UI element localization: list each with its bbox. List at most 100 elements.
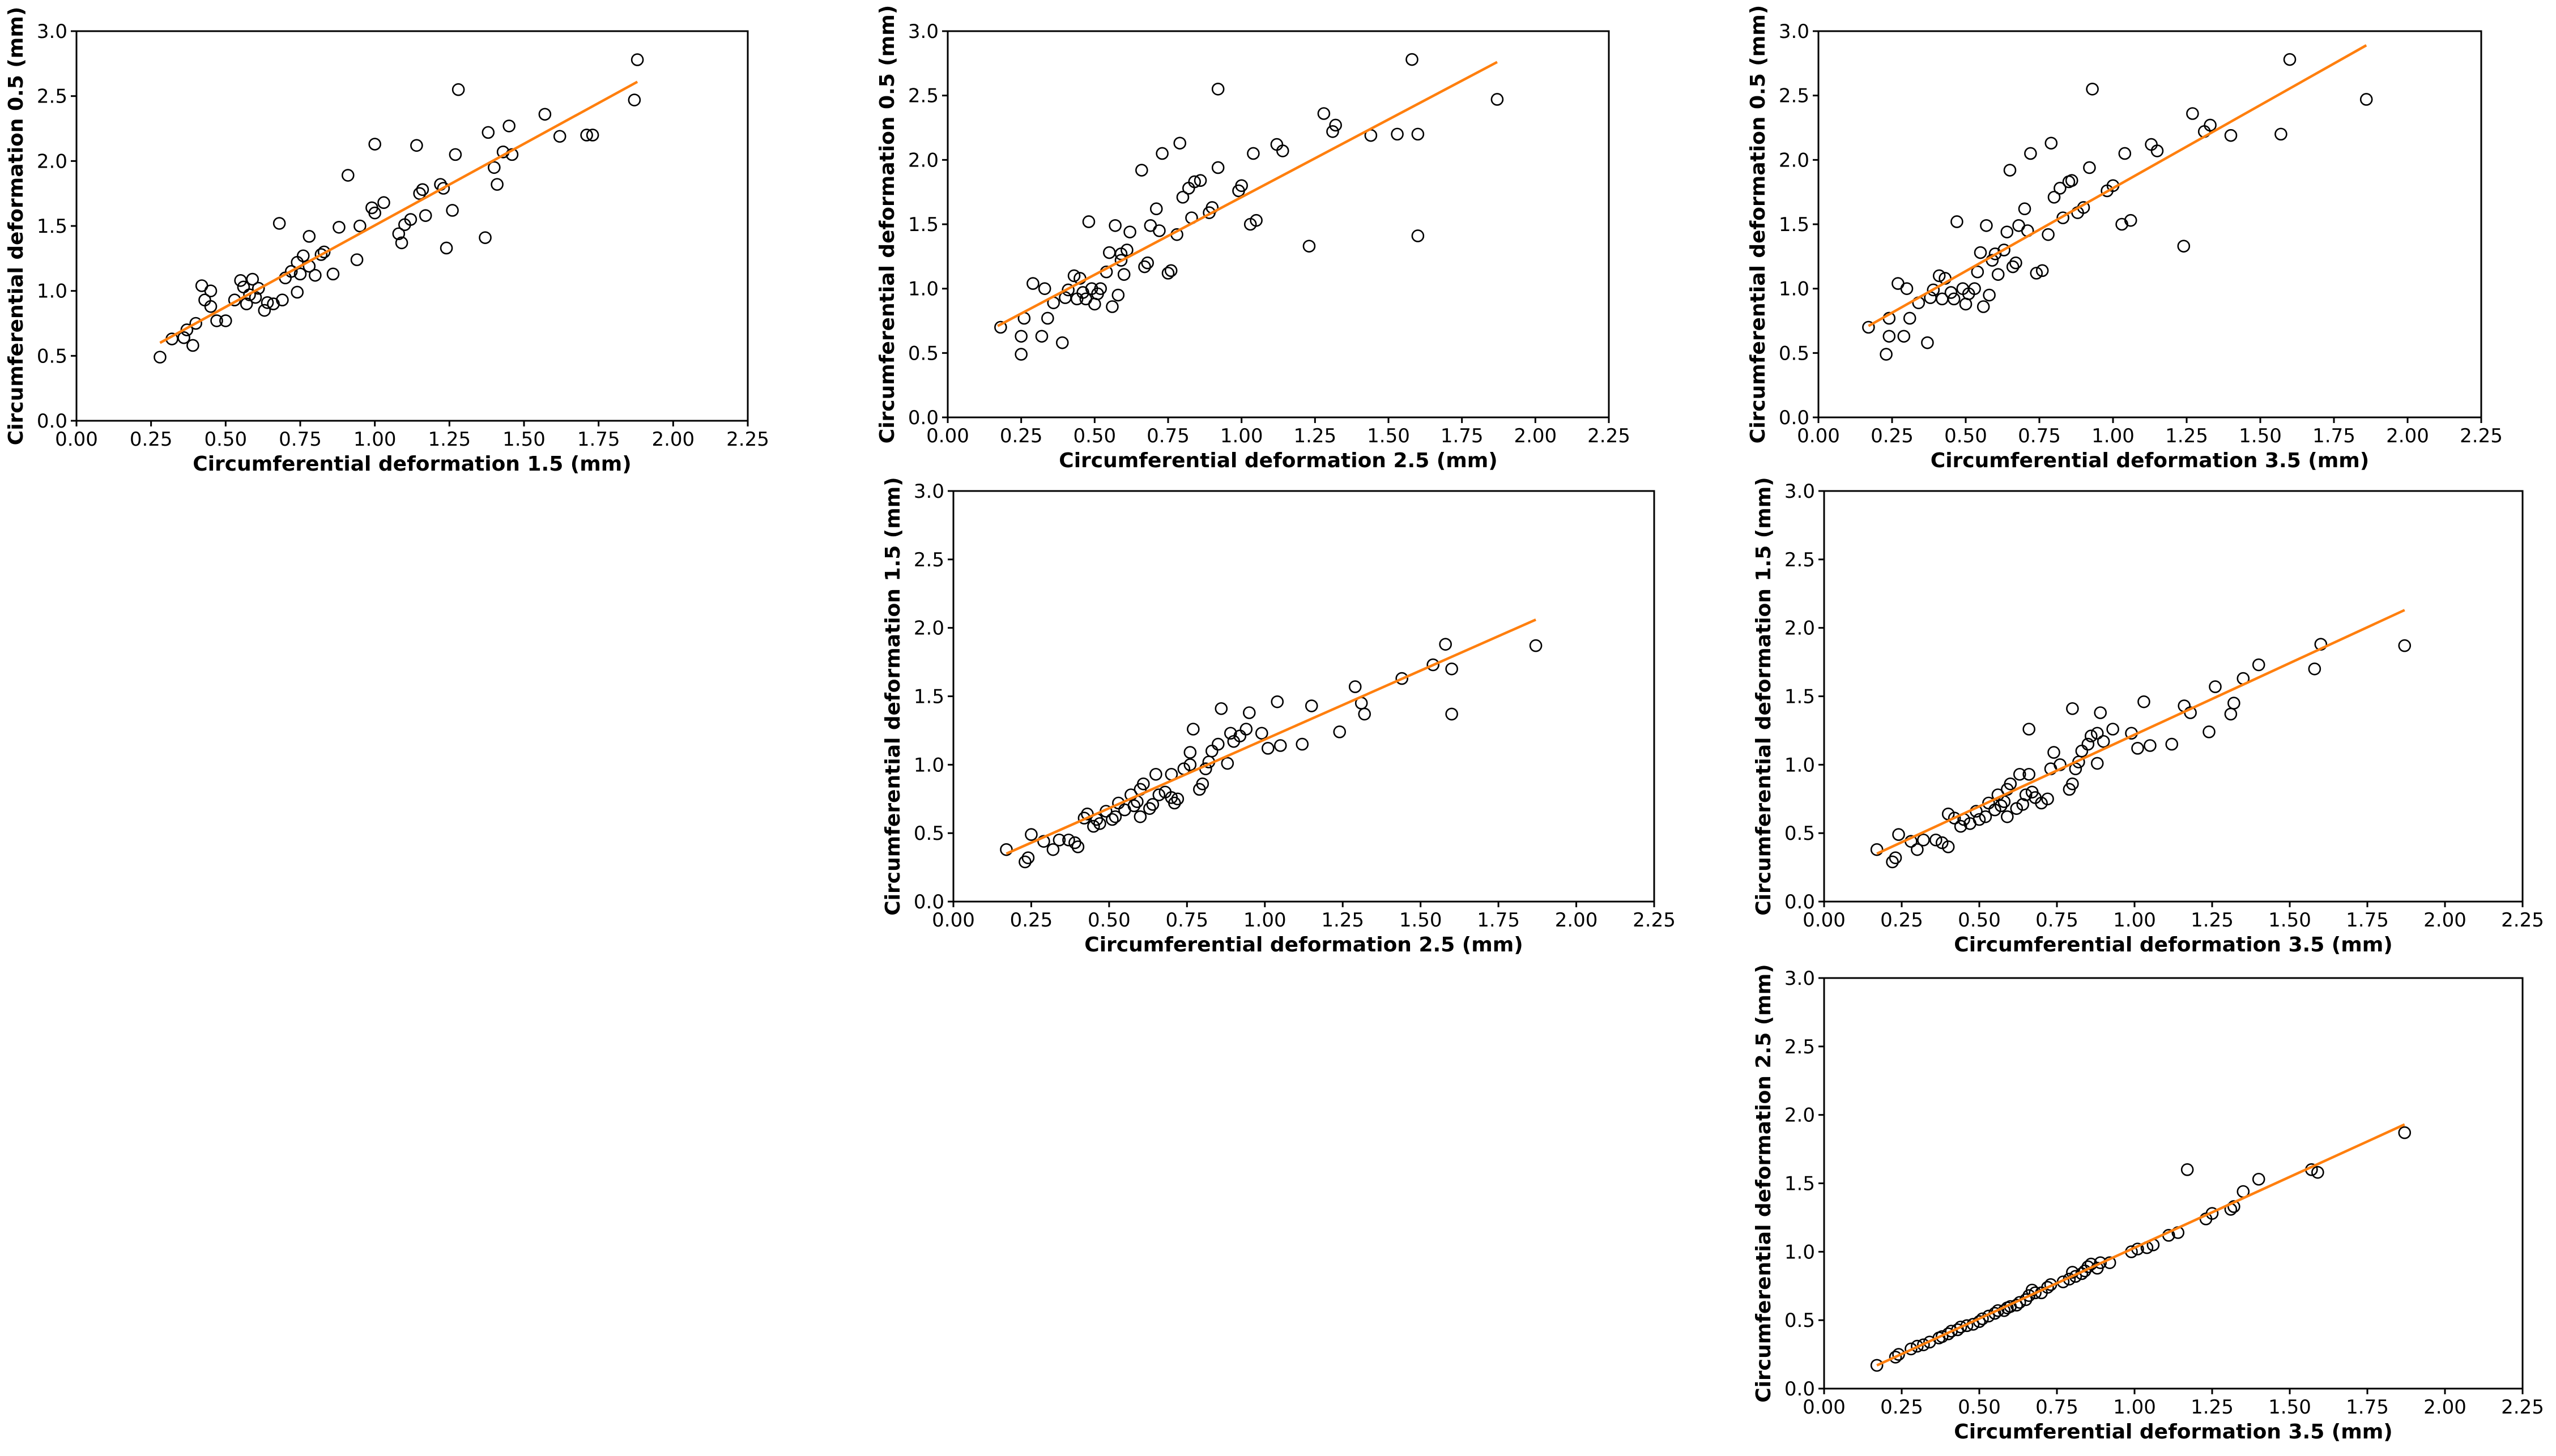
data-point (1948, 812, 1961, 825)
data-point (994, 321, 1007, 334)
data-point (2097, 735, 2110, 748)
data-point (1000, 843, 1013, 856)
x-tick-label: 1.50 (1367, 425, 1410, 447)
data-point (1995, 799, 2008, 813)
data-point (240, 297, 253, 310)
data-point (2041, 792, 2054, 806)
x-tick-label: 1.25 (2191, 909, 2234, 932)
data-point (1880, 348, 1893, 361)
data-point (1903, 311, 1916, 325)
data-point (2359, 93, 2373, 106)
y-tick-label: 0.0 (37, 410, 67, 433)
y-tick-label: 0.5 (908, 342, 939, 365)
data-point (1161, 267, 1175, 280)
data-point (1183, 758, 1197, 771)
data-point (1426, 658, 1439, 672)
data-point (1106, 813, 1119, 826)
data-point (631, 53, 644, 66)
data-point (2150, 144, 2164, 157)
data-point (410, 139, 423, 152)
data-point (1395, 672, 1408, 685)
x-tick-label: 2.00 (651, 428, 695, 451)
x-tick-label: 2.00 (2423, 909, 2466, 932)
data-point (1143, 802, 1156, 815)
data-point (2013, 767, 2026, 781)
regression-line (1006, 618, 1536, 855)
y-tick-label: 2.5 (1784, 1036, 1815, 1058)
x-tick-label: 0.25 (1880, 909, 1923, 932)
data-point (303, 230, 316, 243)
data-point (1021, 851, 1035, 864)
data-point (1917, 833, 1930, 847)
data-point (413, 187, 426, 200)
data-point (1121, 244, 1134, 257)
data-point (1215, 702, 1228, 715)
data-point (1026, 277, 1040, 290)
data-point (333, 220, 346, 234)
data-point (252, 281, 265, 295)
data-point (2227, 697, 2240, 710)
x-axis-label: Circumferential deformation 3.5 (mm) (1931, 449, 2369, 472)
x-tick-label: 1.00 (1220, 425, 1263, 447)
data-point (1111, 288, 1125, 302)
y-tick-label: 0.0 (914, 891, 944, 913)
data-point (2209, 680, 2222, 693)
data-point (326, 267, 340, 281)
y-tick-label: 1.5 (1779, 214, 1809, 236)
data-point (1905, 1342, 1918, 1356)
x-tick-label: 0.75 (2018, 425, 2061, 447)
x-axis-label: Circumferential deformation 1.5 (mm) (193, 452, 631, 476)
data-point (1997, 244, 2010, 257)
y-tick-label: 1.5 (37, 215, 67, 238)
x-tick-label: 1.25 (2191, 1396, 2234, 1419)
y-tick-label: 3.0 (1784, 967, 1815, 990)
data-point (1055, 336, 1069, 349)
x-tick-label: 1.00 (2113, 909, 2156, 932)
data-point (1439, 638, 1452, 651)
x-tick-label: 2.25 (2501, 909, 2544, 932)
data-point (2227, 1200, 2240, 1213)
data-point (449, 148, 462, 161)
x-tick-label: 1.25 (1293, 425, 1336, 447)
data-point (2118, 147, 2132, 160)
x-tick-label: 0.50 (1073, 425, 1116, 447)
data-point (1212, 737, 1225, 751)
regression-line (1876, 609, 2405, 855)
data-point (1326, 125, 1339, 138)
y-tick-label: 2.0 (1784, 1104, 1815, 1127)
data-point (309, 268, 322, 282)
y-tick-label: 0.5 (1784, 822, 1815, 845)
data-point (154, 351, 167, 364)
x-tick-label: 1.50 (2268, 909, 2311, 932)
data-point (1176, 190, 1190, 204)
data-point (2047, 190, 2061, 204)
data-point (2131, 742, 2144, 755)
y-tick-label: 3.0 (908, 20, 939, 43)
data-point (628, 93, 641, 106)
y-tick-label: 1.0 (1784, 754, 1815, 776)
x-axis-label: Circumferential deformation 3.5 (mm) (1954, 933, 2392, 957)
data-point (2252, 1172, 2265, 1186)
data-point (1015, 348, 1028, 361)
data-point (1106, 300, 1119, 313)
x-tick-label: 0.25 (1871, 425, 1914, 447)
y-tick-label: 1.0 (1779, 278, 1809, 301)
y-tick-label: 1.5 (908, 214, 939, 236)
data-point (1445, 662, 1458, 676)
data-point (2001, 810, 2014, 823)
data-point (1897, 330, 1911, 343)
data-point (204, 300, 218, 313)
data-point (446, 204, 459, 217)
x-tick-label: 0.50 (1958, 1396, 2001, 1419)
x-tick-label: 0.50 (1944, 425, 1987, 447)
data-point (2283, 53, 2297, 66)
data-point (1117, 268, 1131, 281)
data-point (2083, 161, 2096, 174)
data-point (2180, 1163, 2194, 1176)
data-point (1235, 179, 1248, 193)
data-point (1911, 1339, 1924, 1353)
data-point (1242, 706, 1256, 719)
data-point (2044, 136, 2058, 150)
data-point (1134, 810, 1147, 823)
y-axis-label: Circumferential deformation 0.5 (mm) (5, 7, 28, 445)
